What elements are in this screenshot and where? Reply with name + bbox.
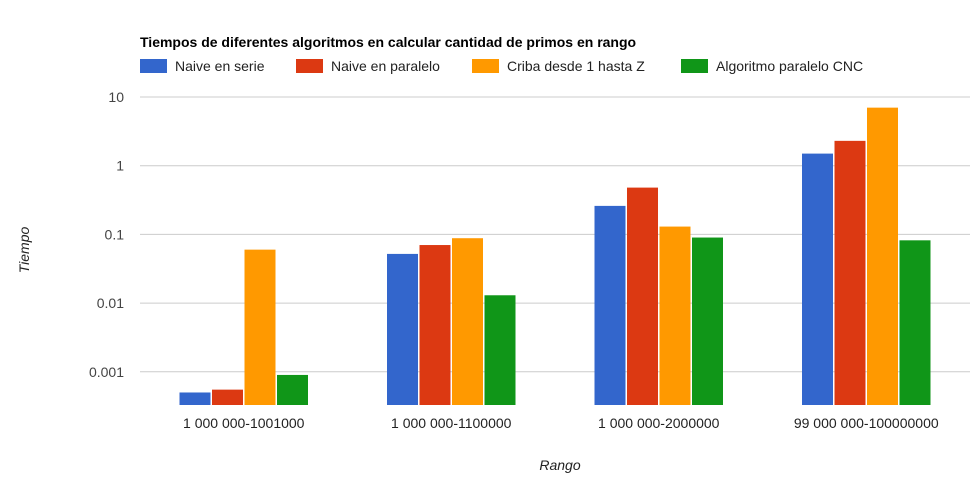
x-tick-label: 1 000 000-2000000	[598, 415, 720, 431]
x-tick-label: 1 000 000-1100000	[391, 415, 512, 431]
x-tick-label: 1 000 000-1001000	[183, 415, 305, 431]
x-tick-label: 99 000 000-100000000	[794, 415, 939, 431]
bar[interactable]	[244, 249, 276, 405]
bar[interactable]	[419, 245, 451, 405]
legend-label: Naive en paralelo	[331, 58, 440, 74]
bars	[179, 107, 931, 406]
legend-swatch	[140, 59, 167, 73]
bar[interactable]	[179, 392, 211, 405]
bar[interactable]	[627, 187, 658, 405]
y-tick-label: 1	[116, 158, 124, 174]
legend-swatch	[296, 59, 323, 73]
bar[interactable]	[594, 205, 626, 405]
y-axis-ticks: 10 1 0.1 0.01 0.001	[89, 89, 124, 380]
legend-label: Naive en serie	[175, 58, 265, 74]
bar[interactable]	[867, 107, 898, 406]
bar[interactable]	[387, 253, 418, 405]
legend: Naive en serie Naive en paralelo Criba des…	[140, 58, 863, 74]
y-tick-label: 0.01	[97, 295, 124, 311]
bar[interactable]	[834, 140, 866, 405]
y-tick-label: 10	[108, 89, 124, 105]
bar[interactable]	[212, 389, 243, 405]
legend-label: Criba desde 1 hasta Z	[507, 58, 645, 74]
bar[interactable]	[452, 238, 483, 405]
bar[interactable]	[484, 295, 516, 405]
x-axis-label: Rango	[539, 457, 580, 473]
bar[interactable]	[692, 237, 723, 405]
bar[interactable]	[802, 153, 833, 405]
legend-label: Algoritmo paralelo CNC	[716, 58, 863, 74]
chart-title: Tiempos de diferentes algoritmos en calc…	[140, 34, 636, 50]
legend-swatch	[472, 59, 499, 73]
bar[interactable]	[659, 226, 691, 405]
x-axis-ticks: 1 000 000-1001000 1 000 000-1100000 1 000 …	[183, 415, 939, 431]
y-tick-label: 0.001	[89, 364, 124, 380]
bar[interactable]	[277, 374, 308, 405]
legend-swatch	[681, 59, 708, 73]
y-tick-label: 0.1	[105, 226, 125, 242]
y-axis-label: Tiempo	[16, 227, 32, 274]
bar[interactable]	[899, 240, 931, 405]
